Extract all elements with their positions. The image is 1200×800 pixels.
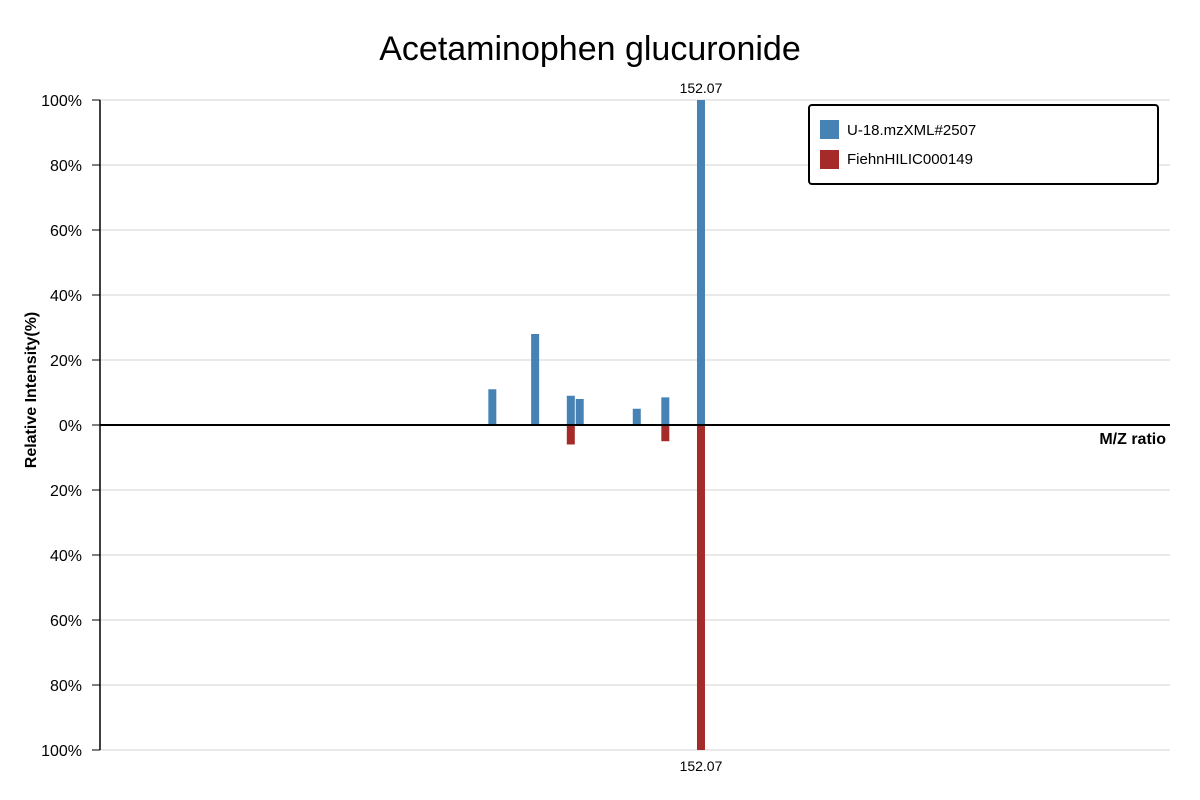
- legend: U-18.mzXML#2507 FiehnHILIC000149: [808, 104, 1159, 185]
- y-axis-ticks: 100% 80% 60% 40% 20% 0% 20% 40% 60% 80% 100%: [41, 93, 100, 760]
- bottom-spectrum-bar: [661, 425, 670, 442]
- y-tick-label: 100%: [41, 743, 82, 760]
- legend-label-top: U-18.mzXML#2507: [847, 122, 976, 139]
- top-spectrum-bar: [488, 389, 497, 425]
- legend-swatch-top: [820, 120, 839, 139]
- y-tick-label: 40%: [50, 548, 82, 565]
- top-spectrum-bar: [575, 399, 584, 425]
- y-tick-label: 60%: [50, 613, 82, 630]
- bottom-spectrum-bar: [696, 425, 705, 750]
- chart-title: Acetaminophen glucuronide: [379, 30, 801, 68]
- y-tick-label: 20%: [50, 353, 82, 370]
- top-peak-label: 152.07: [680, 80, 723, 96]
- spectrum-bars: [488, 100, 705, 750]
- y-tick-label: 40%: [50, 288, 82, 305]
- grid-lines: [100, 99, 1170, 751]
- legend-swatch-bottom: [820, 150, 839, 169]
- bottom-spectrum-bar: [566, 425, 575, 445]
- top-spectrum-bar: [661, 397, 670, 425]
- y-tick-label: 60%: [50, 223, 82, 240]
- y-tick-label: 80%: [50, 678, 82, 695]
- y-axis-title: Relative Intensity(%): [23, 312, 40, 468]
- top-spectrum-bar: [531, 334, 540, 425]
- legend-box: [808, 104, 1159, 185]
- bottom-peak-label: 152.07: [680, 758, 723, 774]
- top-spectrum-bar: [566, 395, 575, 425]
- top-spectrum-bar: [696, 100, 705, 425]
- y-tick-label: 80%: [50, 158, 82, 175]
- top-spectrum-bar: [632, 408, 641, 425]
- y-tick-label: 0%: [59, 418, 82, 435]
- y-tick-label: 100%: [41, 93, 82, 110]
- legend-label-bottom: FiehnHILIC000149: [847, 151, 973, 168]
- x-axis-title: M/Z ratio: [1099, 431, 1166, 448]
- peak-labels: 152.07 152.07: [680, 80, 723, 774]
- y-tick-label: 20%: [50, 483, 82, 500]
